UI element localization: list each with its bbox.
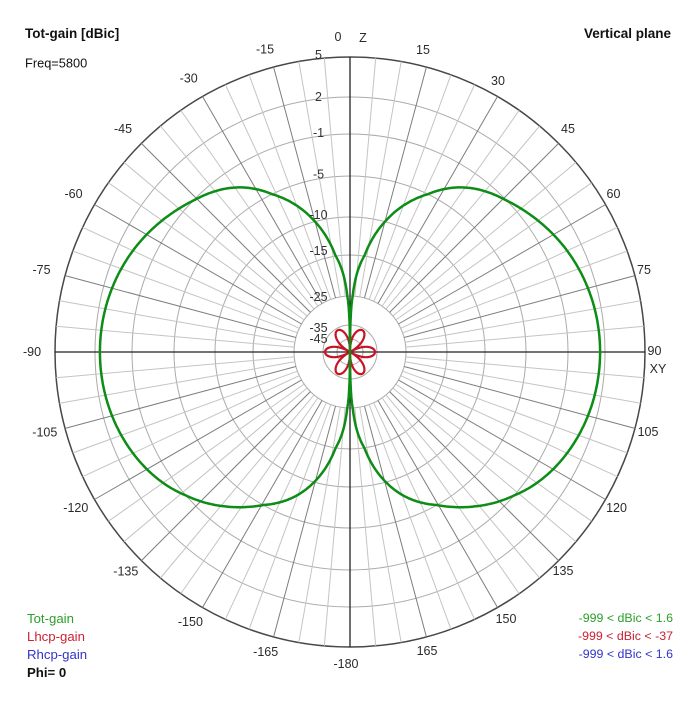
svg-text:Vertical plane: Vertical plane (584, 26, 672, 41)
svg-text:-165: -165 (253, 645, 278, 659)
svg-text:-90: -90 (23, 345, 41, 359)
svg-text:15: 15 (416, 43, 430, 57)
svg-text:-999 < dBic < -37: -999 < dBic < -37 (578, 629, 673, 643)
svg-text:-25: -25 (309, 290, 327, 304)
svg-text:120: 120 (606, 501, 627, 515)
svg-text:5: 5 (315, 48, 322, 62)
svg-text:Phi= 0: Phi= 0 (27, 665, 66, 680)
svg-text:Z: Z (359, 31, 367, 45)
svg-text:135: 135 (553, 564, 574, 578)
svg-text:-35: -35 (309, 321, 327, 335)
svg-text:90: 90 (648, 344, 662, 358)
svg-text:30: 30 (491, 74, 505, 88)
svg-text:-30: -30 (180, 72, 198, 86)
svg-text:Lhcp-gain: Lhcp-gain (27, 629, 85, 644)
svg-text:-180: -180 (333, 657, 358, 671)
svg-text:Tot-gain: Tot-gain (27, 611, 74, 626)
svg-text:150: 150 (496, 612, 517, 626)
svg-text:-15: -15 (309, 244, 327, 258)
svg-text:-1: -1 (313, 126, 324, 140)
svg-text:Tot-gain [dBic]: Tot-gain [dBic] (25, 26, 119, 41)
svg-text:75: 75 (637, 263, 651, 277)
svg-text:60: 60 (607, 187, 621, 201)
svg-text:-120: -120 (63, 501, 88, 515)
svg-text:2: 2 (315, 90, 322, 104)
svg-text:0: 0 (335, 30, 342, 44)
svg-text:165: 165 (417, 644, 438, 658)
svg-text:XY: XY (650, 362, 667, 376)
svg-text:105: 105 (638, 425, 659, 439)
svg-text:-999 < dBic < 1.6: -999 < dBic < 1.6 (579, 611, 673, 625)
svg-text:-45: -45 (114, 122, 132, 136)
svg-text:-60: -60 (64, 187, 82, 201)
svg-text:-135: -135 (113, 565, 138, 579)
svg-text:-999 < dBic < 1.6: -999 < dBic < 1.6 (579, 647, 673, 661)
svg-text:-15: -15 (256, 43, 274, 57)
svg-text:Freq=5800: Freq=5800 (25, 56, 87, 71)
svg-text:-5: -5 (313, 168, 324, 182)
svg-text:-75: -75 (32, 263, 50, 277)
svg-text:-105: -105 (32, 425, 57, 439)
svg-text:-45: -45 (309, 332, 327, 346)
svg-text:-10: -10 (309, 208, 327, 222)
svg-text:45: 45 (561, 122, 575, 136)
svg-text:-150: -150 (178, 615, 203, 629)
svg-text:Rhcp-gain: Rhcp-gain (27, 647, 87, 662)
